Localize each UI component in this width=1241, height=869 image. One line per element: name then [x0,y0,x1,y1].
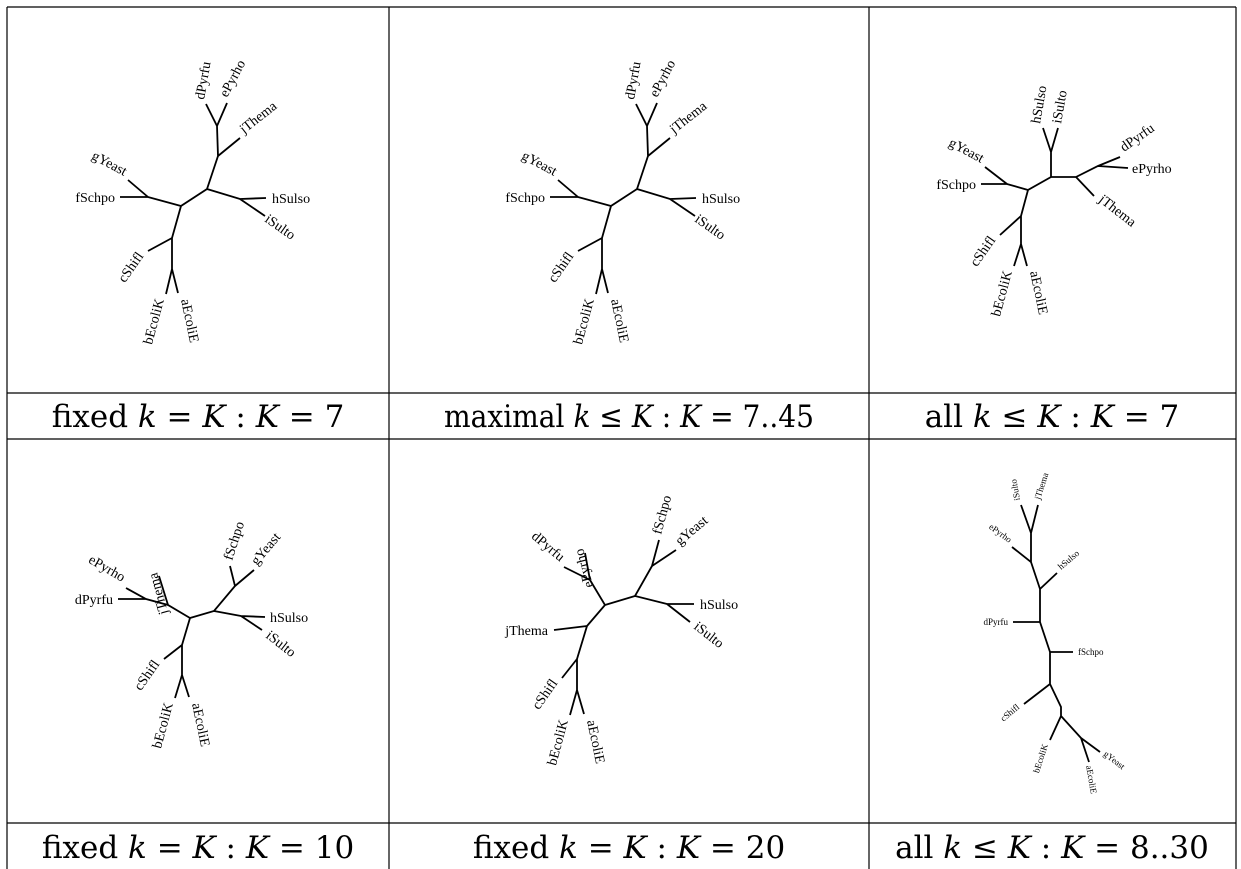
caption-fixed-k20: fixed k = K : K = 20 [473,830,785,866]
leaf-label: aEcoliE [177,298,201,344]
leaf-label: gYeast [1102,749,1128,772]
caption-maximal-k: maximal k ≤ K : K = 7..45 [444,399,814,435]
leaf-label: jThema [1095,192,1139,231]
leaf-label: hSulso [272,192,310,207]
leaf-label: dPyrfu [193,61,214,101]
leaf-label: fSchpo [936,178,976,193]
leaf-label: bEcoliK [545,718,572,767]
leaf-label: cShifl [968,234,1000,270]
leaf-label: bEcoliK [150,701,177,750]
leaf-label: fSchpo [650,494,675,536]
leaf-label: jThema [1032,471,1050,501]
tree-panel-fixed-k10: ePyrho jThema dPyrfu fSchpo gYeast hSuls… [75,520,308,750]
leaf-label: iSulto [692,212,728,243]
leaf-label: fSchpo [75,191,115,206]
leaf-label: ePyrho [217,58,249,100]
leaf-label: fSchpo [505,191,545,206]
leaf-label: iSulto [262,212,298,243]
tree-edges [118,565,266,699]
tree-panel-fixed-k7: dPyrfu ePyrho jThema gYeast fSchpo hSuls… [75,58,310,346]
leaf-label: dPyrfu [75,593,113,608]
leaf-label: iSulto [263,628,299,660]
leaf-label: gYeast [249,530,285,568]
leaf-label: gYeast [519,149,559,180]
leaf-label: iSulto [691,619,727,651]
tree-edges [981,127,1129,267]
leaf-label: gYeast [946,136,986,167]
leaf-label: jThema [146,570,172,617]
table-grid [6,6,1237,869]
leaf-label: cShifl [116,250,148,286]
leaf-label: dPyrfu [984,617,1009,627]
leaf-label: hSulso [1029,85,1050,125]
leaf-label: ePyrho [572,547,597,589]
tree-panel-all-k7: hSulso iSulto dPyrfu ePyrho jThema gYeas… [936,85,1171,319]
leaf-label: bEcoliK [571,297,598,346]
leaf-label: fSchpo [1078,647,1104,657]
leaf-label: aEcoliE [583,719,607,765]
leaf-label: jThema [236,99,280,138]
leaf-label: cShifl [132,658,164,694]
leaf-label: hSulso [270,611,308,626]
leaf-label: aEcoliE [188,702,212,748]
leaf-label: fSchpo [222,520,249,562]
leaf-label: cShifl [530,677,562,713]
leaf-label: aEcoliE [1084,765,1099,795]
leaf-label: jThema [666,99,710,138]
leaf-label: jThema [504,624,549,639]
caption-fixed-k10: fixed k = K : K = 10 [42,830,354,866]
leaf-label: ePyrho [1132,162,1172,177]
leaf-label: dPyrfu [528,529,567,565]
leaf-label: cShifl [998,702,1021,724]
leaf-label: bEcoliK [141,297,168,346]
leaf-label: cShifl [546,250,578,286]
tree-panel-maximal-k: dPyrfu ePyrho jThema gYeast fSchpo hSuls… [505,58,740,346]
leaf-label: ePyrho [987,522,1014,545]
caption-all-k7: all k ≤ K : K = 7 [925,399,1180,435]
leaf-label: dPyrfu [623,61,644,101]
tree-edges [550,102,697,295]
tree-edges [120,102,267,295]
leaf-label: bEcoliK [1031,742,1050,774]
leaf-label: iSulto [1050,89,1071,125]
leaf-label: dPyrfu [1118,121,1158,155]
leaf-label: ePyrho [647,58,679,100]
tree-panel-all-k8-30: iSulto jThema ePyrho hSulso dPyrfu fSchp… [984,471,1128,795]
caption-fixed-k7: fixed k = K : K = 7 [52,399,345,435]
leaf-label: gYeast [673,513,711,549]
leaf-label: aEcoliE [1026,270,1050,316]
tree-edges [553,539,694,716]
leaf-label: hSulso [702,192,740,207]
caption-all-k8-30: all k ≤ K : K = 8..30 [895,830,1209,866]
leaf-label: aEcoliE [607,298,631,344]
leaf-label: bEcoliK [989,269,1016,318]
leaf-label: ePyrho [86,553,128,586]
tree-edges [1011,504,1101,763]
leaf-label: hSulso [700,598,738,613]
leaf-label: hSulso [1056,548,1082,572]
leaf-label: gYeast [89,149,129,180]
leaf-label: iSulto [1008,478,1022,501]
tree-panel-fixed-k20: ePyrho dPyrfu fSchpo gYeast hSulso iSult… [504,494,738,767]
